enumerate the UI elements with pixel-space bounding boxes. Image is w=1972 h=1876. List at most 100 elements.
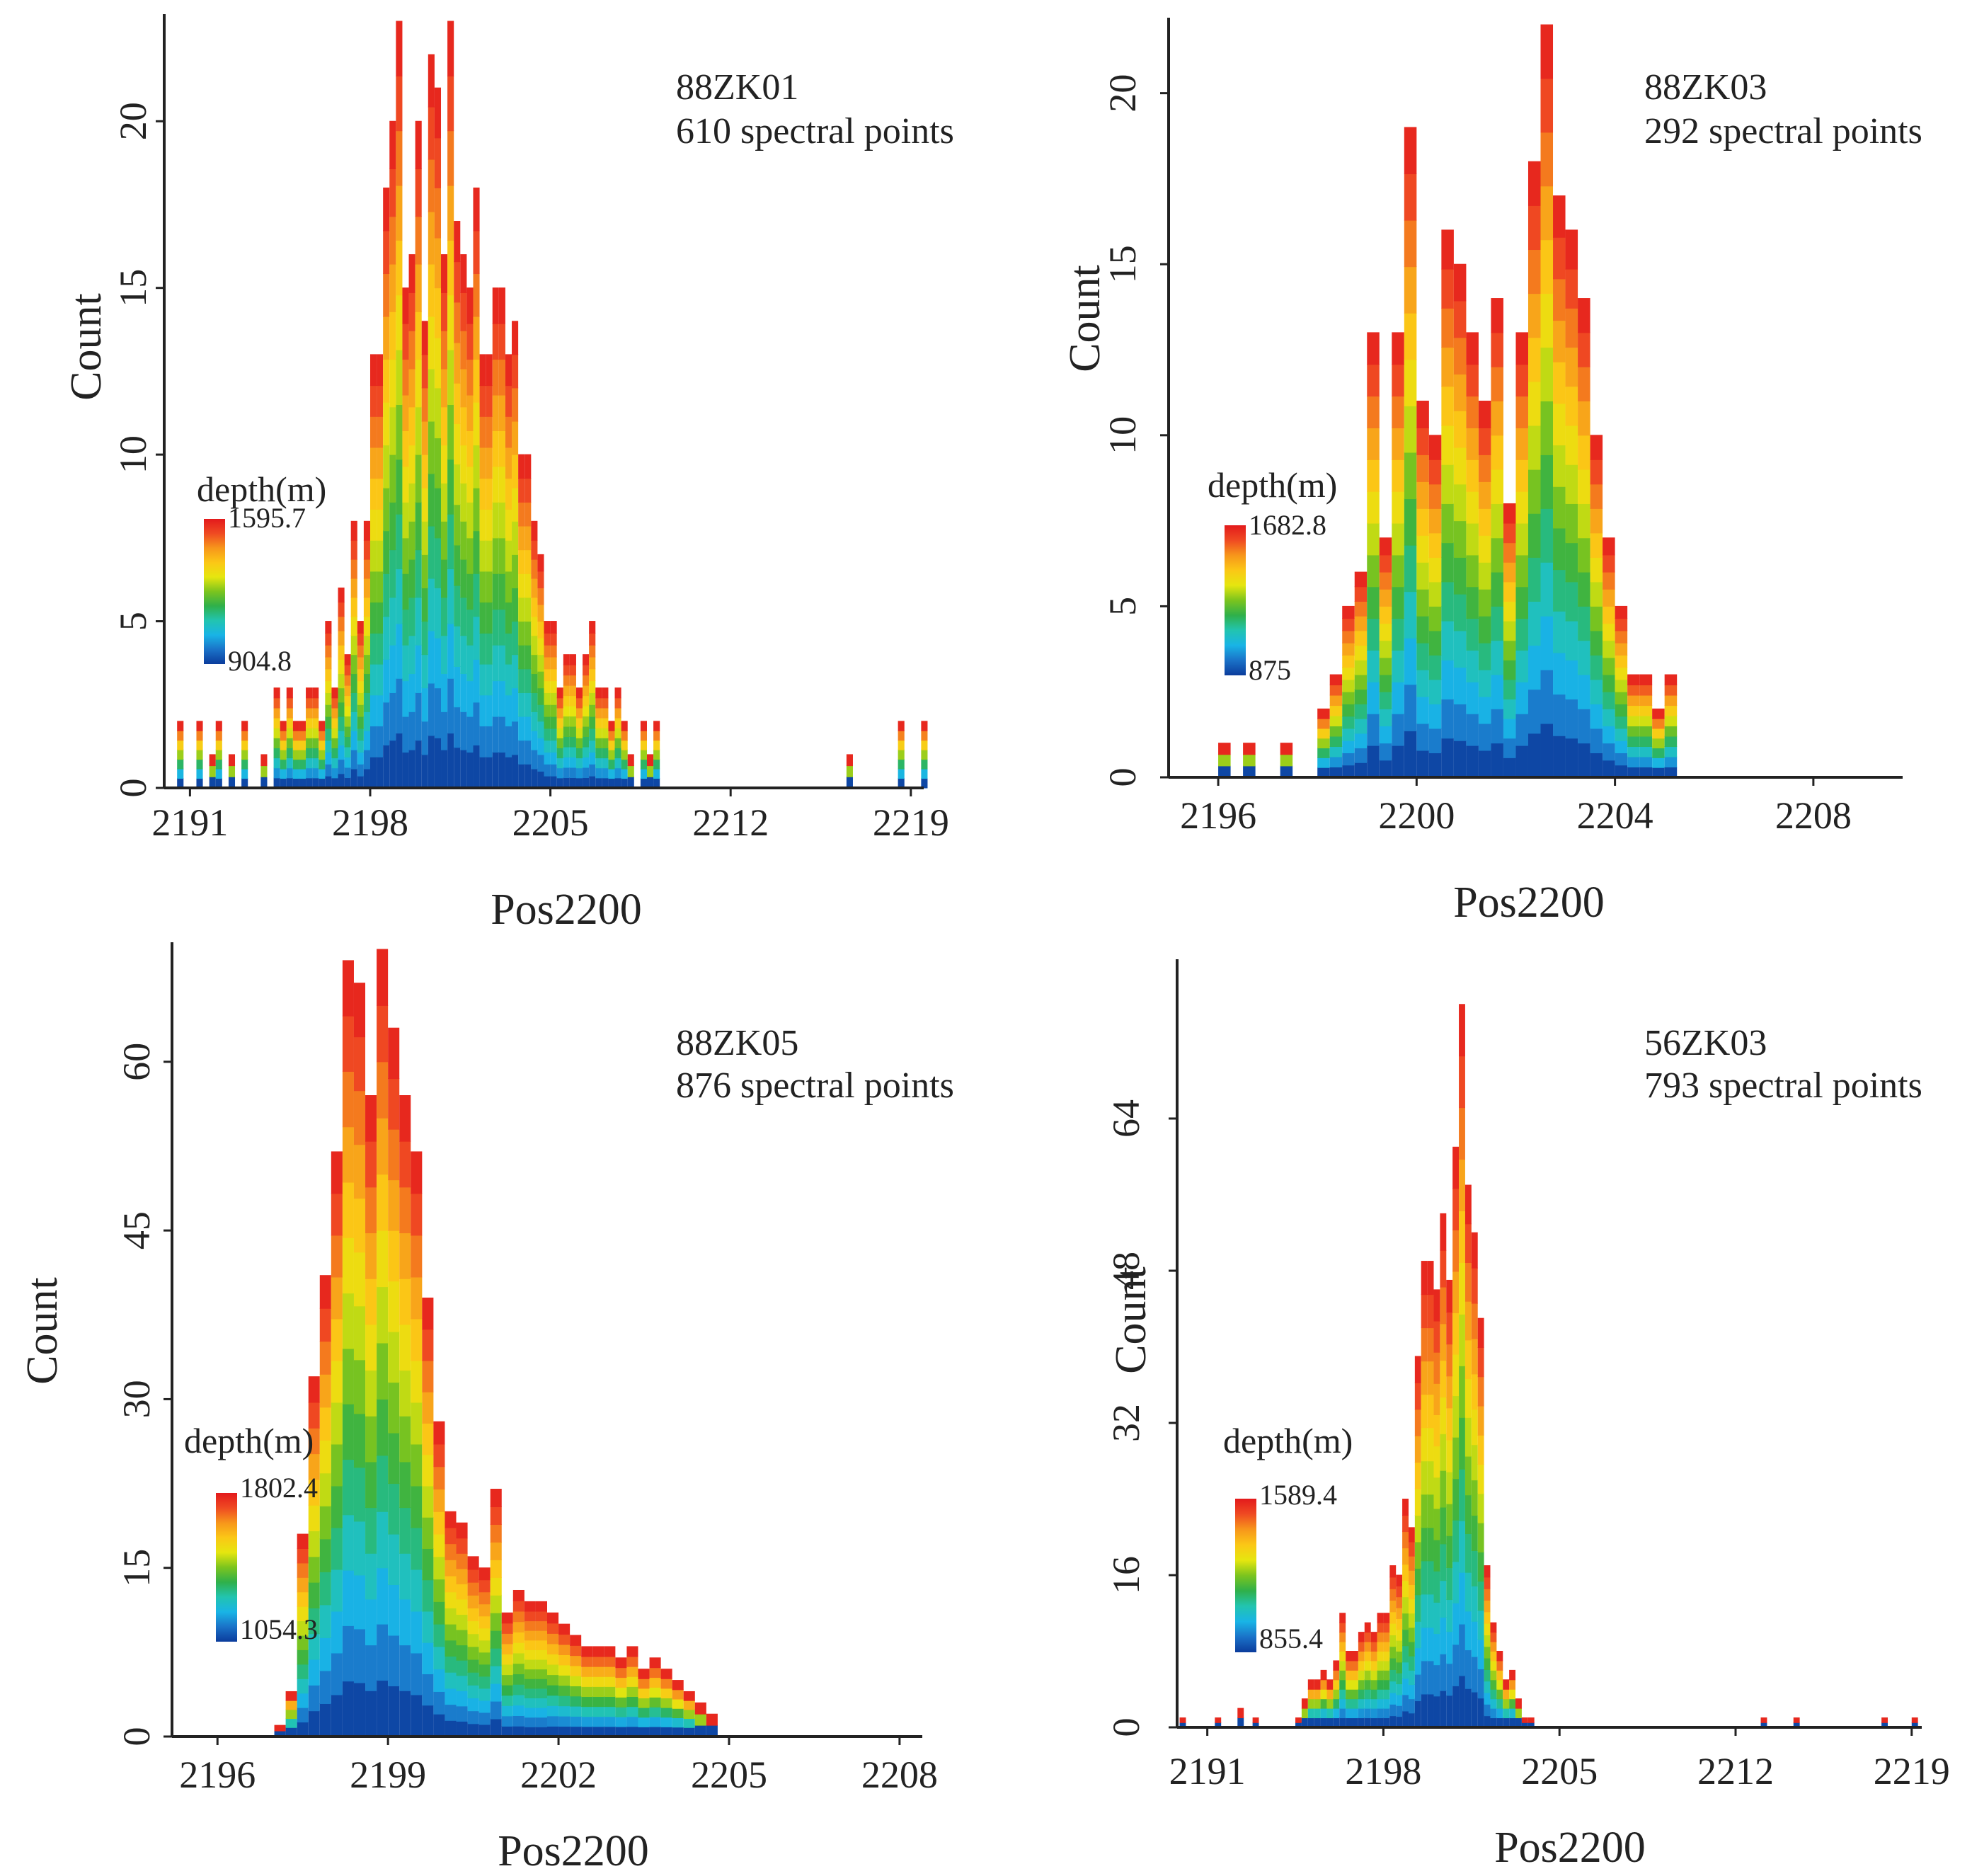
bar-segment [445,1720,457,1737]
bar-segment [286,737,293,748]
y-tick-label: 0 [1101,768,1144,787]
bar-segment [460,711,467,750]
bar-segment [524,1620,536,1631]
bar-segment [531,749,538,770]
bar-segment [363,692,370,712]
bar-segment [411,1151,423,1194]
bar-segment [1402,1613,1409,1630]
bar-segment [1428,581,1442,607]
bar-segment [556,697,563,709]
histogram-bar [196,721,203,789]
bar-segment [478,1640,491,1653]
bar-segment [297,1664,309,1679]
bar-segment [1477,1376,1484,1407]
bar-segment [1379,708,1392,727]
bar-segment [581,1696,593,1708]
bar-segment [621,740,628,750]
histogram-bar [1364,1622,1371,1728]
bar-segment [319,1439,331,1474]
bar-segment [1578,469,1590,504]
bar-segment [433,1713,445,1737]
bar-segment [486,539,493,572]
bar-segment [344,705,351,717]
bar-segment [558,1674,571,1686]
bar-segment [396,349,403,405]
bar-segment [589,763,596,777]
bar-segment [1358,1688,1365,1700]
y-tick-label: 15 [115,1549,158,1587]
bar-segment [365,1552,377,1600]
bar-segment [1441,738,1454,778]
bar-segment [544,632,551,646]
bar-segment [1615,679,1628,692]
bar-segment [399,1645,411,1691]
bar-segment [1521,1717,1528,1723]
bar-segment [1911,1717,1918,1723]
bar-segment [1402,1661,1409,1679]
histogram-bar [456,1522,468,1737]
bar-segment [1553,361,1566,404]
bar-segment [846,765,853,777]
bar-segment [498,537,505,574]
bar-segment [531,673,538,693]
histogram-bar [589,621,596,789]
histogram-bar [434,87,442,789]
bar-segment [421,754,428,789]
bar-segment [1603,708,1615,727]
bar-segment [592,1726,604,1737]
bar-segment [1503,679,1516,700]
bar-segment [1515,586,1528,619]
bar-segment [377,1623,389,1681]
bar-segment [524,573,532,598]
histogram-bar [286,687,293,789]
bar-segment [456,1659,468,1676]
bar-segment [399,1461,411,1509]
bar-segment [331,1402,343,1445]
bar-segment [512,1621,524,1632]
bar-segment [1578,674,1590,709]
bar-segment [1590,703,1603,729]
bar-segment [1421,1560,1428,1595]
bar-segment [1615,703,1628,717]
bar-segment [363,768,370,789]
bar-segment [535,1717,547,1727]
bar-segment [1421,1660,1428,1695]
histogram-bar [1179,1717,1186,1728]
bar-segment [1339,1660,1346,1671]
bar-segment [1452,1478,1460,1521]
bar-segment [1280,765,1293,778]
bar-segment [428,368,435,422]
histogram-bar [1416,401,1429,778]
histogram-bar [1427,1261,1434,1728]
bar-segment [353,1198,366,1253]
bar-segment [383,616,390,660]
histogram-bar [1477,1317,1484,1728]
histogram-bar [1540,24,1554,778]
bar-segment [581,1666,593,1677]
bar-segment [1396,1694,1403,1706]
bar-segment [1433,1695,1440,1728]
bar-segment [505,385,512,417]
bar-segment [441,520,448,560]
histogram-bar [421,321,428,789]
bar-segment [1389,1565,1397,1578]
bar-segment [357,752,364,765]
histogram-bar [433,1421,445,1737]
bar-segment [209,754,216,767]
bar-segment [608,730,615,741]
bar-segment [1471,1303,1478,1339]
bar-segment [524,1649,536,1660]
bar-segment [498,287,505,324]
bar-segment [583,777,590,789]
bar-segment [363,711,370,731]
bar-segment [1491,605,1503,641]
histogram-bar [569,654,576,789]
bar-segment [319,1637,331,1671]
bar-segment [377,1174,389,1231]
bar-segment [595,697,602,709]
bar-segment [1421,1527,1428,1562]
histogram-bar [921,721,928,789]
bar-segment [1383,1679,1390,1690]
bar-segment [1540,561,1554,617]
bar-segment [505,602,512,634]
